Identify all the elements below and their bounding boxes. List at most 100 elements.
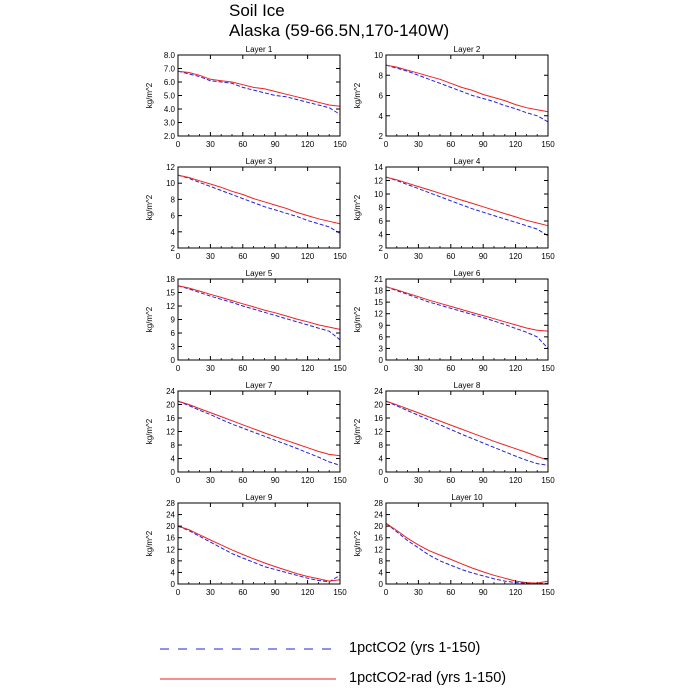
figure-title: Soil Ice: [229, 1, 285, 20]
series-line-1pctco2-rad: [177, 285, 341, 330]
x-tick-label: 120: [301, 476, 315, 485]
x-tick-label: 90: [479, 140, 488, 149]
y-tick-label: 4: [171, 455, 176, 464]
y-tick-label: 0: [379, 356, 384, 365]
y-tick-label: 28: [374, 499, 383, 508]
series-line-1pctco2-rad: [177, 400, 341, 457]
y-tick-label: 12: [374, 177, 383, 186]
y-tick-label: 12: [374, 310, 383, 319]
y-tick-label: 0: [379, 580, 384, 589]
y-tick-label: 2: [379, 132, 384, 141]
chart-panel-6: 0 30 60 90 120 150 0 3 6 9 12 15 18 21 kg/m^2: [353, 275, 555, 373]
y-tick-label: 0: [171, 580, 176, 589]
y-axis-label: kg/m^2: [145, 306, 154, 332]
panel-title-layer-2: Layer 2: [453, 45, 481, 54]
series-line-1pctco2-rad: [385, 522, 549, 584]
y-tick-label: 4: [379, 568, 384, 577]
plot-frame: [177, 390, 341, 473]
x-tick-label: 120: [301, 252, 315, 261]
y-tick-label: 12: [374, 545, 383, 554]
x-tick-label: 0: [176, 588, 181, 597]
y-tick-label: 3: [379, 344, 384, 353]
y-tick-label: 7.0: [164, 65, 176, 74]
x-tick-label: 120: [509, 364, 523, 373]
y-tick-label: 2: [379, 244, 384, 253]
y-tick-label: 8.0: [164, 51, 176, 60]
series-line-1pctco2-rad: [177, 174, 341, 225]
legend-label-1pctco2-rad: 1pctCO2-rad (yrs 1-150): [349, 670, 507, 686]
y-tick-label: 21: [374, 275, 383, 284]
legend-label-1pctco2: 1pctCO2 (yrs 1-150): [349, 640, 481, 656]
x-tick-label: 30: [206, 476, 215, 485]
chart-panel-3: 0 30 60 90 120 150 2 4 6 8 10 12 kg/m^2: [145, 163, 347, 261]
y-tick-label: 18: [374, 287, 383, 296]
series-line-1pctco2-rad: [385, 286, 549, 332]
x-tick-label: 150: [333, 252, 347, 261]
x-tick-label: 30: [414, 252, 423, 261]
series-line-1pctco2: [177, 285, 341, 341]
y-tick-label: 4: [171, 228, 176, 237]
x-tick-label: 60: [446, 588, 455, 597]
y-tick-label: 4: [379, 112, 384, 121]
x-tick-label: 60: [238, 140, 247, 149]
plot-frame: [177, 278, 341, 361]
series-line-1pctco2-rad: [385, 64, 549, 113]
y-tick-label: 5.0: [164, 92, 176, 101]
x-tick-label: 0: [384, 364, 389, 373]
x-tick-label: 0: [384, 476, 389, 485]
x-tick-label: 60: [238, 364, 247, 373]
plot-frame: [385, 166, 549, 249]
y-tick-label: 16: [374, 534, 383, 543]
x-tick-label: 60: [446, 140, 455, 149]
x-tick-label: 30: [414, 588, 423, 597]
y-tick-label: 3.0: [164, 119, 176, 128]
panel-title-layer-1: Layer 1: [245, 45, 273, 54]
y-tick-label: 4.0: [164, 105, 176, 114]
y-tick-label: 6: [379, 217, 384, 226]
plot-frame: [177, 54, 341, 137]
x-tick-label: 30: [206, 588, 215, 597]
y-tick-label: 28: [166, 499, 175, 508]
chart-panel-1: 0 30 60 90 120 150 2.0 3.0 4.0 5.0 6.0 7.0 8.0 kg/m^2: [145, 51, 347, 149]
x-tick-label: 30: [414, 476, 423, 485]
chart-panel-8: 0 30 60 90 120 150 0 4 8 12 16 20 24 kg/m^2: [353, 387, 555, 485]
chart-panel-10: 0 30 60 90 120 150 0 4 8 12 16 20 24 28 kg/m^2: [353, 499, 555, 597]
x-tick-label: 120: [509, 476, 523, 485]
y-tick-label: 4: [171, 568, 176, 577]
x-tick-label: 150: [333, 588, 347, 597]
x-tick-label: 0: [384, 140, 389, 149]
x-tick-label: 60: [446, 364, 455, 373]
series-line-1pctco2: [177, 174, 341, 234]
y-axis-label: kg/m^2: [353, 418, 362, 444]
y-tick-label: 4: [379, 231, 384, 240]
y-tick-label: 12: [166, 163, 175, 172]
x-tick-label: 150: [541, 364, 555, 373]
y-tick-label: 8: [379, 441, 384, 450]
y-tick-label: 8: [379, 71, 384, 80]
y-axis-label: kg/m^2: [145, 530, 154, 556]
y-tick-label: 12: [166, 302, 175, 311]
y-axis-label: kg/m^2: [353, 82, 362, 108]
y-tick-label: 0: [171, 356, 176, 365]
x-tick-label: 150: [541, 252, 555, 261]
y-tick-label: 20: [374, 401, 383, 410]
y-tick-label: 15: [166, 289, 175, 298]
x-tick-label: 150: [333, 476, 347, 485]
y-tick-label: 2: [171, 244, 176, 253]
y-tick-label: 10: [166, 179, 175, 188]
x-tick-label: 120: [509, 252, 523, 261]
plot-frame: [385, 502, 549, 585]
y-axis-label: kg/m^2: [145, 82, 154, 108]
y-tick-label: 4: [379, 455, 384, 464]
x-tick-label: 60: [238, 588, 247, 597]
y-tick-label: 6: [379, 92, 384, 101]
y-tick-label: 0: [171, 468, 176, 477]
chart-panel-5: 0 30 60 90 120 150 0 3 6 9 12 15 18 kg/m^2: [145, 275, 347, 373]
x-tick-label: 90: [479, 364, 488, 373]
y-axis-label: kg/m^2: [353, 306, 362, 332]
x-tick-label: 150: [541, 588, 555, 597]
chart-panel-2: 0 30 60 90 120 150 2 4 6 8 10 kg/m^2: [353, 51, 555, 149]
panel-title-layer-5: Layer 5: [245, 269, 273, 278]
x-tick-label: 30: [206, 364, 215, 373]
